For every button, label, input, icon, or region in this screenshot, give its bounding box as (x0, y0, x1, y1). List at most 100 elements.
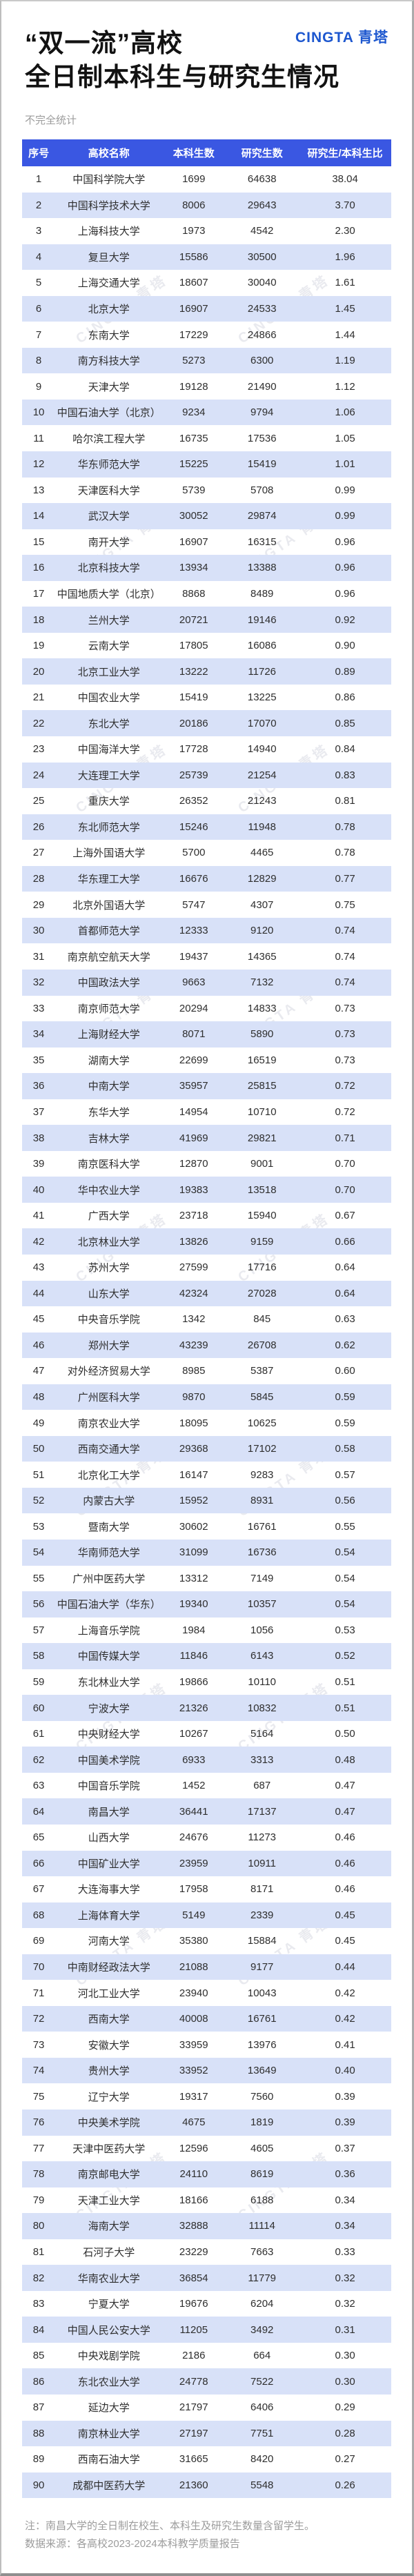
row-index: 82 (32, 2272, 45, 2284)
university-name: 南京医科大学 (77, 1159, 140, 1171)
undergrad-count: 13222 (179, 665, 208, 678)
ratio-value: 0.42 (335, 1987, 355, 1999)
table-row: 59 东北林业大学 19866 10110 0.51 (22, 1669, 391, 1695)
university-name: 广西大学 (88, 1210, 130, 1223)
university-name: 河北工业大学 (77, 1987, 140, 2000)
undergrad-count: 4675 (182, 2116, 206, 2129)
table-row: 64 南昌大学 36441 17137 0.47 (22, 1798, 391, 1825)
ratio-value: 0.52 (335, 1650, 355, 1662)
undergrad-count: 24110 (179, 2168, 208, 2181)
university-name: 北京林业大学 (77, 1236, 140, 1248)
table-row: 6 北京大学 16907 24533 1.45 (22, 295, 391, 322)
table-row: 84 中国人民公安大学 11205 3492 0.31 (22, 2317, 391, 2343)
row-index: 66 (32, 1857, 45, 1869)
table-row: 38 吉林大学 41969 29821 0.71 (22, 1125, 391, 1151)
grad-count: 10832 (247, 1702, 277, 1714)
ratio-value: 0.63 (335, 1313, 355, 1326)
ratio-value: 0.72 (335, 1080, 355, 1092)
university-name: 石河子大学 (83, 2247, 135, 2259)
undergrad-count: 9870 (182, 1390, 206, 1403)
table-row: 4 复旦大学 15586 30500 1.96 (22, 244, 391, 271)
row-index: 33 (32, 1002, 45, 1014)
ratio-value: 0.78 (335, 847, 355, 859)
row-index: 40 (32, 1183, 45, 1196)
grad-count: 21254 (247, 769, 277, 781)
grad-count: 9283 (250, 1468, 274, 1481)
row-index: 79 (32, 2194, 45, 2206)
grad-count: 27028 (247, 1287, 277, 1299)
ratio-value: 0.73 (335, 1002, 355, 1014)
undergrad-count: 32888 (179, 2220, 208, 2232)
undergrad-count: 41969 (179, 1132, 208, 1144)
university-name: 南昌大学 (88, 1806, 130, 1818)
grad-count: 9120 (250, 925, 274, 937)
university-name: 宁波大学 (88, 1702, 130, 1715)
table-row: 83 宁夏大学 19676 6204 0.32 (22, 2291, 391, 2317)
row-index: 84 (32, 2323, 45, 2336)
university-name: 贵州大学 (88, 2065, 130, 2078)
university-name: 内蒙古大学 (83, 1495, 135, 1508)
row-index: 31 (32, 950, 45, 963)
university-name: 广州中医药大学 (72, 1573, 146, 1585)
table-row: 12 华东师范大学 15225 15419 1.01 (22, 451, 391, 478)
grad-count: 4307 (250, 898, 274, 911)
undergrad-count: 16676 (179, 873, 208, 885)
university-name: 西南交通大学 (77, 1444, 140, 1456)
table-row: 53 暨南大学 30602 16761 0.55 (22, 1513, 391, 1540)
row-index: 60 (32, 1702, 45, 1714)
ratio-value: 0.96 (335, 588, 355, 600)
university-name: 复旦大学 (88, 251, 130, 264)
table-row: 56 中国石油大学（华东） 19340 10357 0.54 (22, 1591, 391, 1618)
university-name: 南开大学 (88, 536, 130, 549)
undergrad-count: 8985 (182, 1365, 206, 1377)
undergrad-count: 20721 (179, 613, 208, 626)
row-index: 36 (32, 1080, 45, 1092)
university-name: 北京大学 (88, 304, 130, 315)
table-row: 66 中国矿业大学 23959 10911 0.46 (22, 1850, 391, 1877)
ratio-value: 0.46 (335, 1831, 355, 1844)
grad-count: 11273 (248, 1831, 277, 1844)
ratio-value: 0.72 (335, 1105, 355, 1118)
ratio-value: 0.89 (335, 665, 355, 678)
university-name: 华东理工大学 (77, 874, 140, 886)
row-index: 32 (32, 976, 45, 989)
column-header-university: 高校名称 (88, 148, 130, 159)
grad-count: 16086 (247, 640, 277, 652)
column-header-ratio: 研究生/本科生比 (307, 148, 383, 159)
row-index: 9 (35, 380, 42, 393)
grad-count: 13388 (247, 562, 277, 574)
undergrad-count: 18095 (179, 1417, 208, 1429)
grad-count: 11726 (248, 665, 277, 678)
grad-count: 21490 (247, 380, 277, 393)
undergrad-count: 35957 (179, 1080, 208, 1092)
row-index: 56 (32, 1598, 45, 1611)
university-name: 中国地质大学（北京） (57, 589, 161, 601)
grad-count: 9794 (250, 406, 274, 419)
row-index: 44 (32, 1287, 45, 1299)
university-name: 哈尔滨工程大学 (72, 433, 146, 445)
undergrad-count: 29368 (179, 1443, 208, 1455)
grad-count: 6143 (250, 1650, 274, 1662)
grad-count: 13225 (247, 691, 277, 704)
undergrad-count: 40008 (179, 2013, 208, 2025)
grad-count: 5845 (250, 1390, 274, 1403)
grad-count: 14365 (247, 950, 277, 963)
grad-count: 10110 (248, 1675, 277, 1688)
ratio-value: 0.39 (335, 2116, 355, 2129)
university-name: 上海财经大学 (77, 1029, 140, 1041)
row-index: 8 (35, 355, 42, 367)
ratio-value: 0.70 (335, 1158, 355, 1170)
row-index: 21 (32, 691, 45, 704)
row-index: 35 (32, 1054, 45, 1066)
ratio-value: 0.64 (335, 1287, 355, 1299)
ratio-value: 0.29 (335, 2401, 355, 2414)
grad-count: 13649 (247, 2065, 277, 2077)
ratio-value: 0.60 (335, 1365, 355, 1377)
table-row: 58 中国传媒大学 11846 6143 0.52 (22, 1643, 391, 1669)
ratio-value: 0.34 (335, 2220, 355, 2232)
grad-count: 9001 (250, 1158, 274, 1170)
grad-count: 3313 (250, 1753, 274, 1766)
table-row: 62 中国美术学院 6933 3313 0.48 (22, 1747, 391, 1773)
table-row: 82 华南农业大学 36854 11779 0.32 (22, 2265, 391, 2291)
